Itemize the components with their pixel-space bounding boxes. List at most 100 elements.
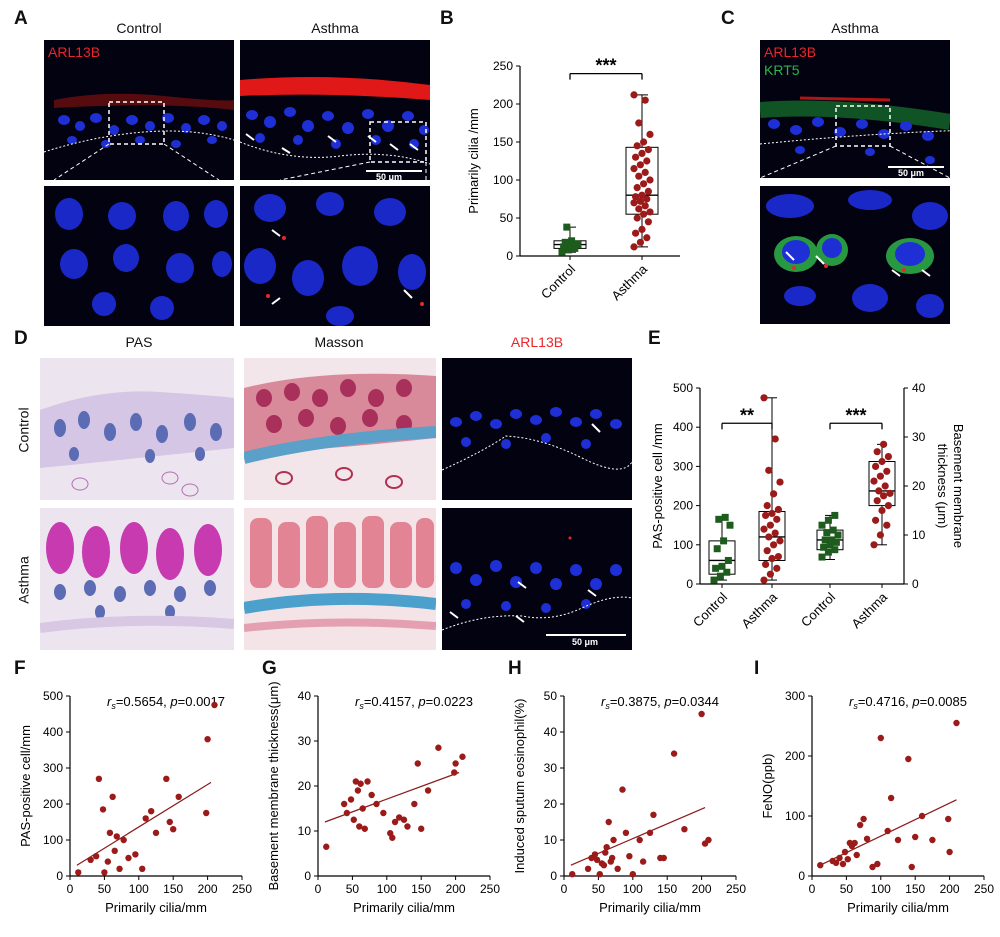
panel-letter-h: H: [508, 658, 522, 679]
data-point: [175, 793, 182, 800]
data-point: [713, 545, 721, 553]
data-point: [698, 710, 705, 718]
data-point: [832, 859, 840, 866]
data-point: [602, 849, 609, 856]
x-tick-label: 100: [871, 882, 891, 896]
data-point: [878, 506, 886, 515]
y-tick-label: 300: [43, 761, 63, 775]
correlation-stat: rs=0.4157, p=0.0223: [355, 694, 473, 711]
data-point: [558, 248, 566, 256]
data-point: [560, 243, 568, 251]
data-point: [414, 760, 421, 767]
panel-c-channel1-label: ARL13B: [764, 44, 817, 60]
data-point: [101, 869, 108, 876]
panel-a-control-zoom-image: [44, 186, 234, 326]
data-point: [644, 146, 652, 154]
y2-tick-label: 0: [912, 577, 919, 591]
data-point: [633, 214, 641, 222]
panel-d-row-asthma: Asthma: [16, 556, 32, 604]
data-point: [831, 546, 839, 554]
data-point: [860, 815, 867, 823]
data-point: [569, 871, 576, 878]
panel-f-scatter: 0 100 200 300 400 500 0 50 100 150 200 250 Primarily…: [18, 689, 252, 915]
panel-a-title-asthma: Asthma: [311, 20, 359, 36]
data-point: [834, 531, 842, 539]
data-point: [884, 502, 892, 510]
x-tick-label: Control: [538, 261, 578, 301]
data-point: [203, 809, 210, 817]
data-point: [638, 225, 646, 233]
panel-d-arl13b-asthma-image: [442, 508, 632, 650]
x-tick-label: 250: [726, 882, 746, 896]
data-point: [626, 853, 633, 860]
x-tick-label: 150: [163, 882, 183, 896]
data-point: [870, 477, 878, 485]
data-point: [635, 172, 643, 180]
data-point: [411, 800, 418, 808]
data-point: [646, 829, 654, 836]
data-point: [364, 778, 371, 785]
data-point: [763, 547, 771, 555]
y-tick-label: 0: [686, 577, 693, 591]
panel-h-scatter: 0 10 20 30 40 50 0 50 100 150 200 250 Primarily cili…: [512, 689, 746, 915]
y-tick-label: 100: [43, 833, 63, 847]
y2-tick-label: 30: [912, 430, 926, 444]
data-point: [770, 541, 778, 549]
data-point: [632, 153, 640, 161]
data-point: [824, 516, 832, 524]
significance-marker: ***: [595, 56, 616, 76]
data-point: [147, 808, 155, 815]
data-point: [635, 119, 643, 127]
y-tick-label: 10: [298, 824, 312, 838]
data-point: [633, 184, 641, 192]
data-point: [715, 515, 723, 523]
data-point: [605, 818, 612, 826]
data-point: [724, 556, 732, 564]
panel-d-col-arl13b: ARL13B: [510, 334, 564, 350]
data-point: [630, 243, 638, 251]
y-tick-label: 10: [544, 833, 558, 847]
data-point: [773, 515, 781, 523]
data-point: [75, 869, 82, 876]
panel-d-masson-control-image: [244, 358, 436, 500]
data-point: [418, 825, 425, 832]
data-point: [104, 858, 112, 865]
data-point: [610, 836, 617, 844]
data-point: [853, 851, 860, 859]
panel-c-zoom-image: [760, 186, 950, 324]
data-point: [591, 851, 599, 858]
panel-d-col-masson: Masson: [314, 334, 364, 350]
panel-c-title: Asthma: [831, 20, 879, 36]
data-point: [874, 860, 881, 868]
y-tick-label: 200: [43, 797, 63, 811]
x-tick-label: 200: [198, 882, 218, 896]
data-point: [109, 793, 116, 800]
x-tick-label: 150: [411, 882, 431, 896]
data-point: [894, 836, 902, 844]
data-point: [561, 238, 569, 246]
x-tick-label: Control: [690, 589, 730, 629]
data-point: [821, 536, 829, 544]
panel-letter-a: A: [14, 8, 28, 29]
y-tick-label: 200: [673, 499, 693, 513]
data-point: [564, 246, 572, 254]
data-point: [641, 168, 649, 176]
data-point: [630, 199, 638, 207]
data-point: [111, 847, 118, 854]
panel-d-scalebar: [546, 634, 626, 636]
data-point: [584, 865, 592, 872]
data-point: [770, 490, 778, 498]
data-point: [905, 755, 912, 763]
data-point: [354, 787, 362, 794]
y-axis-label: FeNO(ppb): [760, 753, 775, 818]
data-point: [639, 858, 647, 865]
data-point: [818, 521, 826, 529]
y-tick-label: 300: [785, 689, 805, 703]
data-point: [726, 521, 734, 529]
y-tick-label: 40: [544, 725, 558, 739]
data-point: [918, 812, 926, 820]
x-tick-label: 50: [346, 882, 360, 896]
data-point: [646, 208, 654, 216]
data-point: [771, 529, 779, 537]
data-point: [872, 516, 880, 524]
